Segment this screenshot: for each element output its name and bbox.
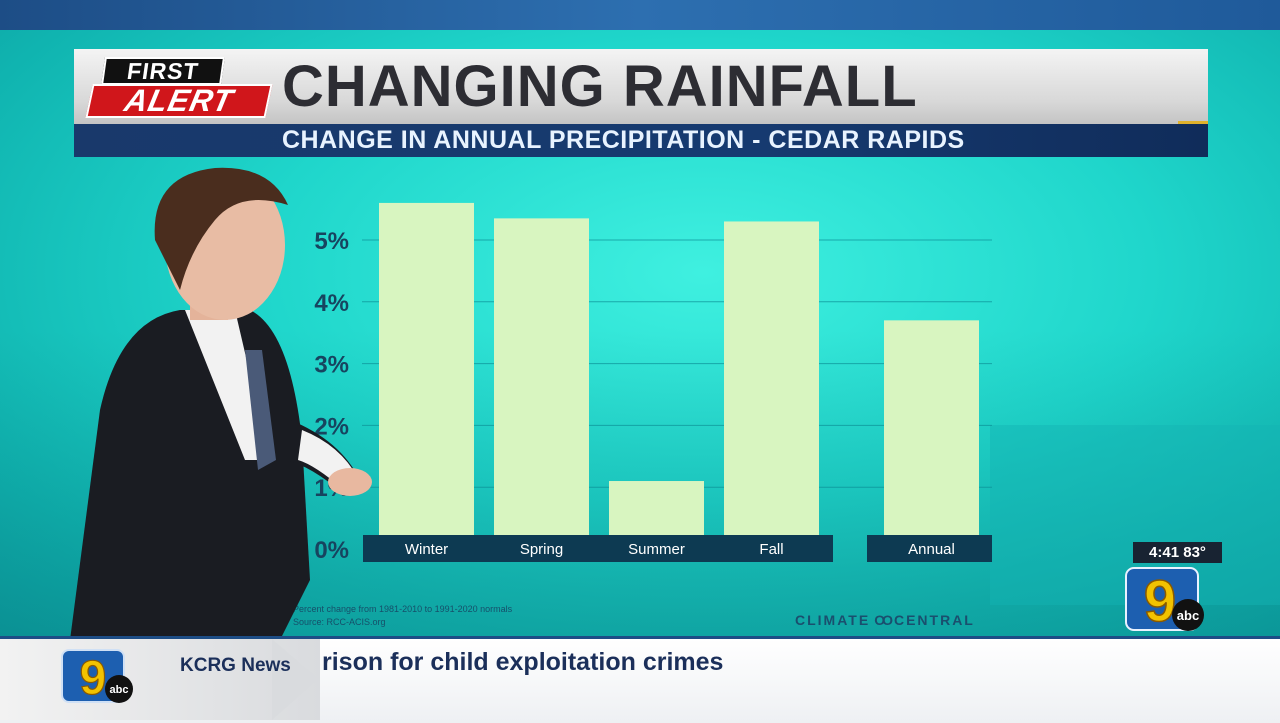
bar-winter bbox=[379, 202, 474, 536]
y-tick-label: 5% bbox=[314, 228, 349, 255]
ticker-headline: rison for child exploitation crimes bbox=[322, 648, 724, 676]
credit-left: CLIMATE bbox=[795, 612, 871, 628]
ticker-network-label: abc bbox=[110, 684, 129, 696]
clock-temp: 83° bbox=[1183, 544, 1206, 561]
ticker-channel-number: 9 bbox=[80, 652, 107, 704]
x-tick-label: Spring bbox=[520, 541, 563, 558]
y-tick-label: 0% bbox=[314, 537, 349, 564]
bar-fall bbox=[724, 221, 819, 535]
page-title: CHANGING RAINFALL bbox=[282, 54, 918, 119]
subtitle-bar bbox=[74, 124, 1208, 157]
climate-central-logo-icon: OO bbox=[874, 612, 893, 628]
footnote-source: Source: RCC-ACIS.org bbox=[293, 617, 386, 627]
bar-spring bbox=[494, 218, 589, 535]
category-label-strip bbox=[363, 535, 833, 562]
ticker-channel-logo: 9 abc bbox=[61, 649, 133, 704]
footnote-method: Percent change from 1981-2010 to 1991-20… bbox=[293, 604, 513, 614]
bar-annual bbox=[884, 320, 979, 535]
clock-time: 4:41 bbox=[1149, 544, 1180, 561]
climate-central-credit: CLIMATE OO CENTRAL bbox=[795, 612, 975, 628]
channel-number: 9 bbox=[1144, 569, 1176, 634]
chart-subtitle: CHANGE IN ANNUAL PRECIPITATION - CEDAR R… bbox=[282, 126, 965, 154]
ticker-label: KCRG News bbox=[180, 655, 291, 676]
bar-summer bbox=[609, 481, 704, 535]
network-label: abc bbox=[1177, 608, 1199, 623]
x-tick-label: Annual bbox=[908, 541, 955, 558]
x-tick-label: Winter bbox=[405, 541, 448, 558]
y-tick-label: 3% bbox=[314, 352, 349, 379]
kcrg-channel-9-logo: 9 abc bbox=[1125, 567, 1204, 634]
y-tick-label: 4% bbox=[314, 290, 349, 317]
presenter-figure bbox=[70, 167, 372, 640]
time-temp-display: 4:41 83° bbox=[1133, 542, 1222, 563]
news-ticker bbox=[0, 636, 1280, 723]
credit-right: CENTRAL bbox=[893, 612, 975, 628]
category-label-strip bbox=[867, 535, 992, 562]
top-bar bbox=[0, 0, 1280, 30]
x-tick-label: Fall bbox=[759, 541, 783, 558]
x-tick-label: Summer bbox=[628, 541, 685, 558]
